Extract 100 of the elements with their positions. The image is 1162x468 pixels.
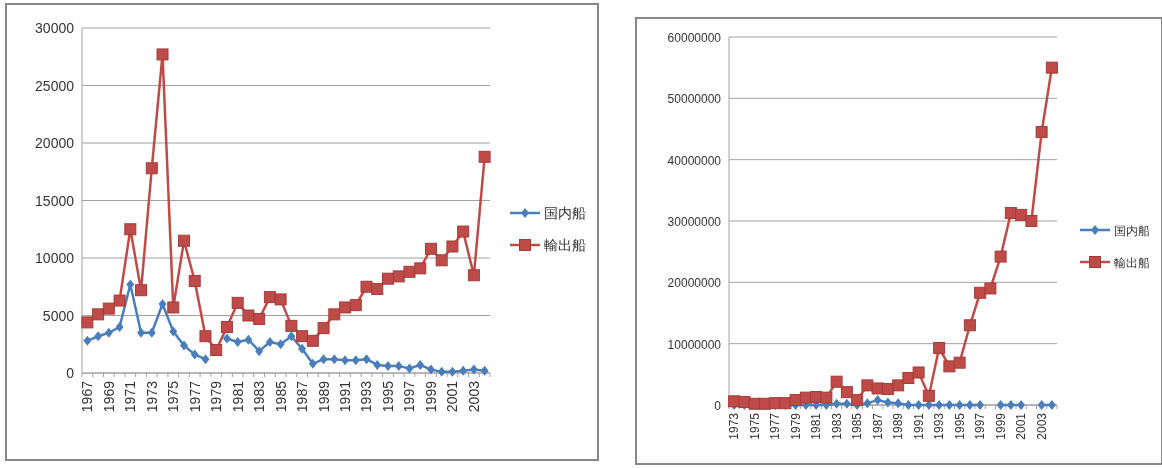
point: [965, 400, 974, 410]
point: [976, 400, 985, 410]
point: [914, 400, 923, 410]
point: [178, 234, 190, 247]
point: [199, 330, 212, 343]
point: [1047, 400, 1056, 410]
point: [244, 334, 253, 345]
point: [156, 48, 169, 61]
point: [851, 394, 864, 407]
x-tick-label: 1991: [336, 380, 353, 413]
x-tick-label: 1987: [870, 412, 885, 440]
point: [994, 250, 1007, 263]
point: [902, 372, 915, 385]
point: [820, 391, 833, 404]
point: [873, 395, 882, 406]
point: [861, 379, 874, 392]
point: [92, 308, 105, 321]
y-tick-label: 30000: [35, 20, 75, 36]
point: [1025, 215, 1038, 227]
point: [414, 262, 427, 275]
x-tick-label: 1975: [747, 412, 762, 440]
point: [1045, 61, 1058, 74]
point: [113, 294, 126, 307]
point: [115, 322, 124, 332]
y-tick-label: 30000000: [667, 215, 722, 229]
y-tick-label: 20000: [35, 135, 75, 151]
point: [242, 309, 255, 322]
point: [276, 339, 285, 350]
point: [371, 283, 384, 296]
x-tick-label: 1977: [768, 412, 783, 440]
point: [974, 286, 987, 299]
point: [394, 361, 403, 372]
point: [180, 340, 188, 351]
point: [955, 400, 964, 410]
x-tick-label: 1989: [891, 412, 906, 440]
point: [1017, 400, 1026, 410]
point: [190, 349, 199, 360]
point: [104, 327, 113, 338]
point: [83, 335, 92, 346]
point: [1035, 126, 1048, 139]
point: [274, 293, 287, 306]
x-tick-label: 1991: [911, 412, 926, 440]
legend-label: 輸出船: [544, 237, 586, 253]
x-tick-label: 1981: [809, 412, 824, 440]
x-tick-label: 1967: [79, 380, 96, 413]
x-tick-label: 1993: [358, 380, 375, 413]
point: [287, 331, 296, 342]
y-tick-label: 15000: [35, 192, 75, 209]
y-tick-label: 10000: [35, 250, 75, 266]
point: [467, 269, 480, 282]
point: [426, 364, 435, 375]
x-tick-label: 1973: [143, 380, 160, 413]
point: [424, 242, 437, 255]
point: [904, 400, 913, 410]
point: [384, 361, 392, 372]
legend-label: 国内船: [1114, 224, 1150, 238]
point: [124, 223, 137, 236]
y-tick-label: 50000000: [667, 92, 722, 107]
point: [158, 299, 167, 309]
point: [457, 225, 470, 238]
point: [317, 322, 330, 335]
point: [147, 327, 156, 338]
point: [945, 400, 954, 410]
point: [871, 382, 884, 395]
point: [996, 400, 1005, 410]
point: [220, 321, 233, 333]
point: [167, 301, 180, 314]
point: [437, 366, 446, 377]
y-tick-label: 25000: [35, 77, 75, 94]
point: [137, 327, 146, 338]
point: [435, 254, 448, 267]
legend-label: 輸出船: [1114, 256, 1150, 270]
x-tick-label: 1975: [165, 380, 182, 413]
point: [255, 346, 264, 357]
point: [285, 319, 298, 332]
point: [382, 272, 394, 285]
point: [188, 275, 201, 287]
y-tick-label: 40000000: [667, 153, 722, 168]
point: [943, 360, 956, 373]
point: [480, 365, 489, 376]
x-tick-label: 1989: [315, 380, 332, 413]
point: [830, 375, 843, 388]
x-tick-label: 1997: [973, 412, 988, 440]
point: [403, 265, 416, 278]
point: [1037, 400, 1046, 410]
x-tick-label: 1977: [186, 380, 203, 413]
point: [169, 326, 178, 337]
point: [145, 162, 158, 175]
point: [405, 363, 414, 374]
x-tick-label: 1969: [100, 380, 117, 413]
y-tick-label: 5000: [42, 307, 75, 324]
x-tick-label: 1987: [294, 380, 311, 413]
point: [373, 359, 382, 370]
x-tick-label: 1997: [401, 380, 418, 413]
point: [953, 356, 966, 369]
point: [341, 355, 350, 366]
point: [298, 343, 307, 354]
point: [349, 299, 362, 312]
point: [339, 301, 352, 314]
point: [360, 280, 373, 293]
